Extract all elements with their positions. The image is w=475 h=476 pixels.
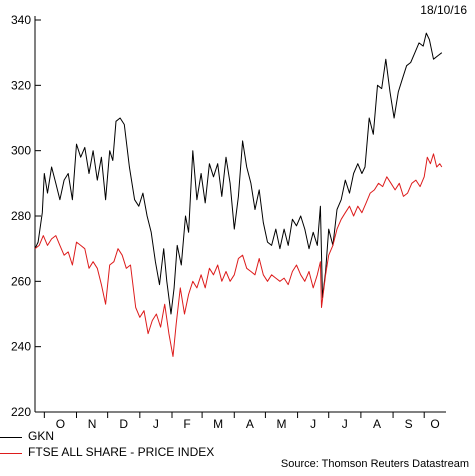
- legend-swatch-ftse: [0, 453, 22, 454]
- legend-label-gkn: GKN: [28, 429, 55, 443]
- legend-swatch-gkn: [0, 437, 22, 438]
- y-tick-label: 260: [11, 274, 31, 288]
- series-line-gkn: [34, 32, 443, 315]
- x-tick-label: J: [342, 417, 348, 431]
- x-tick-label: J: [153, 417, 159, 431]
- y-tick-label: 340: [11, 13, 31, 27]
- x-tick-label: S: [405, 417, 413, 431]
- y-tick-label: 240: [11, 340, 31, 354]
- y-tick-label: 320: [11, 78, 31, 92]
- x-tick-label: A: [246, 417, 254, 431]
- x-tick-label: J: [310, 417, 316, 431]
- y-tick-label: 220: [11, 405, 31, 419]
- x-tick-label: O: [56, 417, 65, 431]
- chart-axes: 220 240 260 280 300 320 340 O N D J F M A M J J A S O: [11, 13, 446, 431]
- x-tick-label: A: [373, 417, 381, 431]
- chart-series: [34, 32, 443, 357]
- series-line-ftse: [34, 153, 443, 357]
- x-tick-label: N: [88, 417, 97, 431]
- x-tick-label: O: [430, 417, 439, 431]
- chart-date-stamp: 18/10/16: [420, 3, 467, 17]
- source-note: Source: Thomson Reuters Datastream: [280, 458, 469, 470]
- x-tick-label: F: [183, 417, 190, 431]
- x-tick-label: D: [119, 417, 128, 431]
- y-tick-label: 280: [11, 209, 31, 223]
- y-tick-label: 300: [11, 144, 31, 158]
- legend-label-ftse: FTSE ALL SHARE - PRICE INDEX: [28, 445, 215, 459]
- x-tick-label: M: [213, 417, 223, 431]
- x-tick-label: M: [276, 417, 286, 431]
